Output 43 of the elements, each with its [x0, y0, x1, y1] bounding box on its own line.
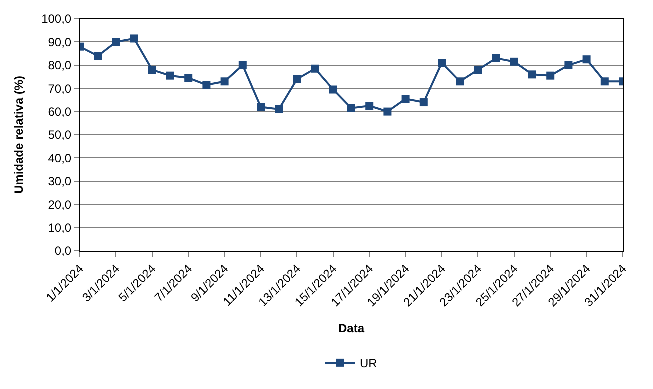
- y-tick-label: 40,0: [48, 151, 72, 166]
- point: [384, 108, 392, 116]
- x-axis-title: Data: [338, 321, 365, 336]
- point: [130, 34, 138, 43]
- point: [528, 70, 536, 79]
- point: [402, 95, 410, 104]
- point: [510, 58, 518, 66]
- point: [184, 74, 193, 82]
- point: [474, 66, 482, 74]
- point: [220, 78, 229, 86]
- point: [94, 52, 102, 60]
- y-tick-label: 0,0: [54, 244, 72, 258]
- y-tick-label: 20,0: [48, 198, 72, 212]
- point: [257, 103, 265, 112]
- point: [492, 54, 500, 62]
- y-tick-label: 100,0: [42, 12, 72, 26]
- y-tick-label: 90,0: [48, 35, 72, 50]
- point: [456, 78, 464, 86]
- point: [438, 59, 446, 68]
- legend-label: UR: [360, 356, 378, 371]
- point: [148, 66, 156, 74]
- point: [311, 64, 320, 73]
- y-tick-label: 60,0: [48, 105, 72, 119]
- point: [166, 72, 174, 80]
- point: [329, 86, 338, 94]
- y-tick-label: 80,0: [48, 58, 72, 73]
- point: [600, 78, 609, 86]
- point: [546, 72, 555, 80]
- point: [348, 104, 356, 112]
- point: [366, 102, 374, 110]
- point: [564, 61, 573, 70]
- y-tick-label: 10,0: [48, 221, 72, 235]
- y-tick-label: 30,0: [48, 174, 72, 189]
- point: [582, 56, 591, 64]
- y-axis-title: Umidade relativa (%): [12, 76, 26, 194]
- y-tick-label: 70,0: [48, 82, 72, 96]
- point: [293, 75, 302, 84]
- point: [238, 61, 247, 70]
- point: [420, 98, 428, 107]
- y-tick-label: 50,0: [48, 128, 72, 142]
- point: [112, 38, 120, 46]
- point: [275, 105, 284, 114]
- point: [202, 81, 211, 90]
